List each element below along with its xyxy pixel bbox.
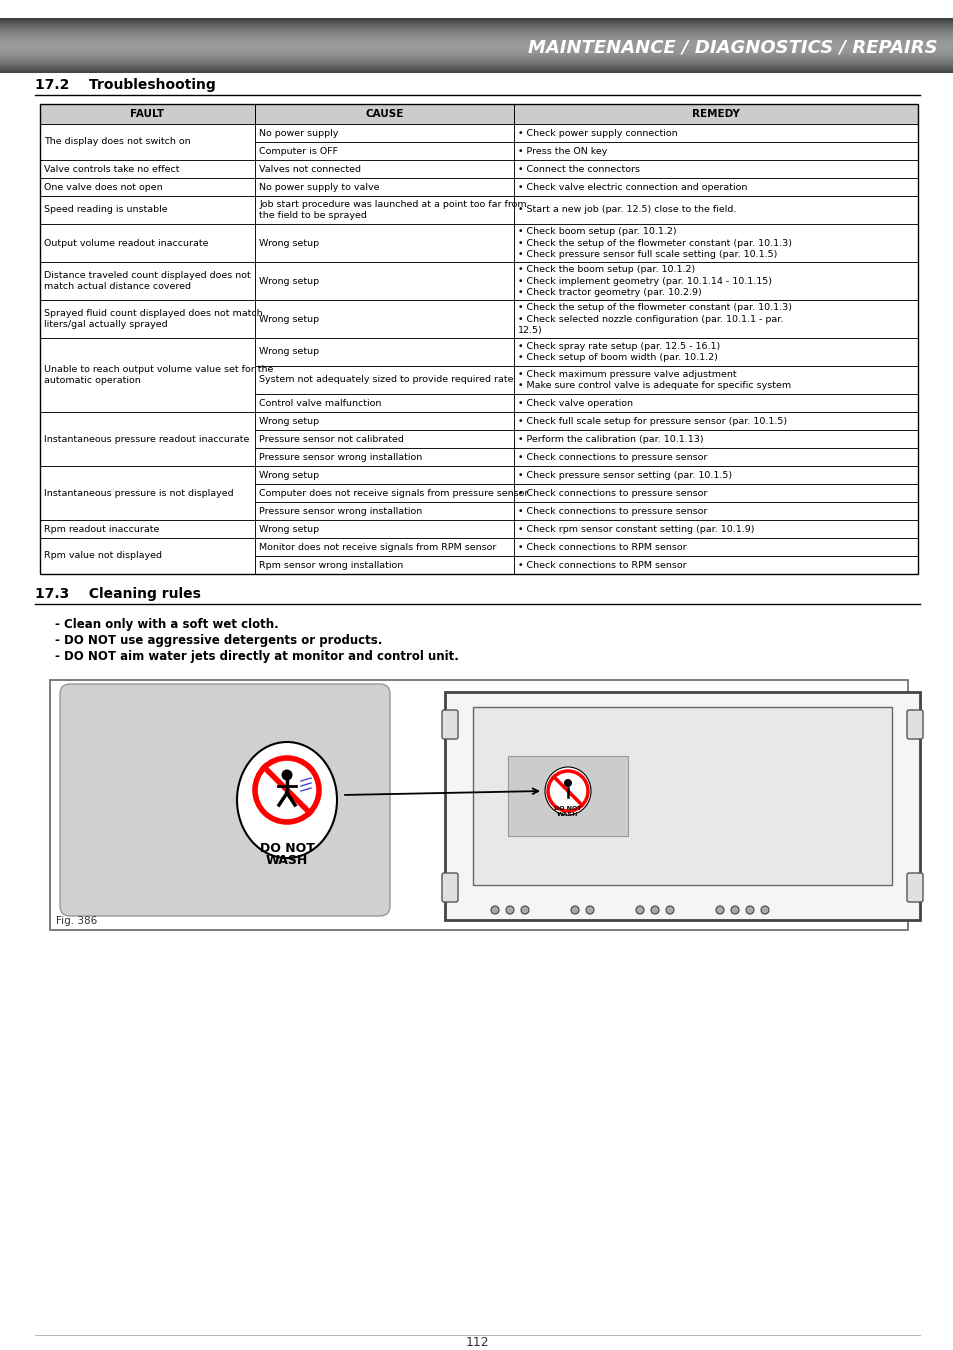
- Text: Pressure sensor wrong installation: Pressure sensor wrong installation: [259, 452, 422, 462]
- Bar: [507, 756, 627, 836]
- Bar: [40, 338, 254, 412]
- Bar: [514, 520, 917, 539]
- Circle shape: [650, 906, 659, 914]
- Bar: [40, 520, 254, 539]
- FancyBboxPatch shape: [906, 873, 923, 902]
- Bar: [514, 178, 917, 196]
- Text: Wrong setup: Wrong setup: [259, 277, 319, 285]
- Text: • Check full scale setup for pressure sensor (par. 10.1.5): • Check full scale setup for pressure se…: [517, 417, 786, 425]
- Text: Wrong setup: Wrong setup: [259, 239, 319, 247]
- Text: Job start procedure was launched at a point too far from
the field to be sprayed: Job start procedure was launched at a po…: [259, 200, 526, 220]
- Text: Valve controls take no effect: Valve controls take no effect: [44, 165, 179, 174]
- Bar: [514, 338, 917, 366]
- Text: • Check valve electric connection and operation: • Check valve electric connection and op…: [517, 182, 747, 192]
- Text: No power supply to valve: No power supply to valve: [259, 182, 379, 192]
- Bar: [254, 412, 514, 431]
- Text: • Start a new job (par. 12.5) close to the field.: • Start a new job (par. 12.5) close to t…: [517, 205, 736, 215]
- Bar: [40, 466, 254, 520]
- Bar: [514, 104, 917, 124]
- Bar: [473, 707, 891, 886]
- Text: 112: 112: [465, 1335, 488, 1349]
- Bar: [254, 539, 514, 556]
- Text: 17.3    Cleaning rules: 17.3 Cleaning rules: [35, 587, 201, 601]
- Bar: [514, 161, 917, 178]
- Text: Rpm sensor wrong installation: Rpm sensor wrong installation: [259, 560, 403, 570]
- FancyBboxPatch shape: [441, 710, 457, 738]
- Text: MAINTENANCE / DIAGNOSTICS / REPAIRS: MAINTENANCE / DIAGNOSTICS / REPAIRS: [528, 38, 937, 55]
- Bar: [514, 485, 917, 502]
- Text: Monitor does not receive signals from RPM sensor: Monitor does not receive signals from RP…: [259, 543, 496, 552]
- Text: • Check connections to pressure sensor: • Check connections to pressure sensor: [517, 452, 707, 462]
- Text: DO NOT: DO NOT: [259, 841, 314, 855]
- Text: Distance traveled count displayed does not
match actual distance covered: Distance traveled count displayed does n…: [44, 271, 251, 292]
- Text: The display does not switch on: The display does not switch on: [44, 138, 191, 147]
- Text: Wrong setup: Wrong setup: [259, 347, 319, 356]
- Text: Valves not connected: Valves not connected: [259, 165, 361, 174]
- Bar: [254, 520, 514, 539]
- Bar: [40, 196, 254, 224]
- Bar: [254, 161, 514, 178]
- Circle shape: [585, 906, 594, 914]
- Bar: [514, 431, 917, 448]
- Bar: [514, 539, 917, 556]
- Bar: [444, 693, 919, 919]
- Bar: [514, 412, 917, 431]
- Text: • Check power supply connection: • Check power supply connection: [517, 128, 677, 138]
- Text: Pressure sensor wrong installation: Pressure sensor wrong installation: [259, 506, 422, 516]
- Text: Fig. 386: Fig. 386: [56, 917, 97, 926]
- Bar: [40, 412, 254, 466]
- Text: Rpm value not displayed: Rpm value not displayed: [44, 552, 162, 560]
- Text: System not adequately sized to provide required rate: System not adequately sized to provide r…: [259, 375, 513, 385]
- Text: • Check the boom setup (par. 10.1.2)
• Check implement geometry (par. 10.1.14 - : • Check the boom setup (par. 10.1.2) • C…: [517, 266, 771, 297]
- Text: - DO NOT aim water jets directly at monitor and control unit.: - DO NOT aim water jets directly at moni…: [55, 649, 458, 663]
- Text: • Check connections to RPM sensor: • Check connections to RPM sensor: [517, 543, 686, 552]
- Bar: [514, 394, 917, 412]
- Bar: [254, 142, 514, 161]
- Bar: [514, 556, 917, 574]
- Bar: [40, 300, 254, 338]
- Text: • Check connections to pressure sensor: • Check connections to pressure sensor: [517, 489, 707, 498]
- Bar: [254, 104, 514, 124]
- Text: CAUSE: CAUSE: [365, 109, 403, 119]
- Circle shape: [281, 769, 293, 780]
- Text: • Perform the calibration (par. 10.1.13): • Perform the calibration (par. 10.1.13): [517, 435, 703, 444]
- Bar: [40, 124, 254, 161]
- Bar: [254, 338, 514, 366]
- Bar: [254, 196, 514, 224]
- Text: • Check spray rate setup (par. 12.5 - 16.1)
• Check setup of boom width (par. 10: • Check spray rate setup (par. 12.5 - 16…: [517, 342, 720, 362]
- Bar: [514, 196, 917, 224]
- Text: • Check the setup of the flowmeter constant (par. 10.1.3)
• Check selected nozzl: • Check the setup of the flowmeter const…: [517, 304, 791, 335]
- Circle shape: [665, 906, 673, 914]
- Bar: [514, 502, 917, 520]
- Circle shape: [571, 906, 578, 914]
- Text: Wrong setup: Wrong setup: [259, 417, 319, 425]
- Circle shape: [520, 906, 529, 914]
- Text: WASH: WASH: [266, 853, 308, 867]
- Bar: [40, 104, 254, 124]
- Text: • Connect the connectors: • Connect the connectors: [517, 165, 639, 174]
- Text: REMEDY: REMEDY: [691, 109, 740, 119]
- Bar: [254, 262, 514, 300]
- Text: DO NOT: DO NOT: [554, 806, 581, 811]
- Text: Control valve malfunction: Control valve malfunction: [259, 398, 381, 408]
- Circle shape: [505, 906, 514, 914]
- Bar: [514, 124, 917, 142]
- Circle shape: [760, 906, 768, 914]
- Text: • Check pressure sensor setting (par. 10.1.5): • Check pressure sensor setting (par. 10…: [517, 471, 732, 479]
- Bar: [40, 161, 254, 178]
- Bar: [40, 104, 917, 574]
- Text: WASH: WASH: [557, 813, 578, 818]
- Text: Speed reading is unstable: Speed reading is unstable: [44, 205, 168, 215]
- Ellipse shape: [236, 743, 336, 859]
- Bar: [254, 485, 514, 502]
- Bar: [514, 224, 917, 262]
- Bar: [514, 142, 917, 161]
- Bar: [40, 262, 254, 300]
- Text: • Check boom setup (par. 10.1.2)
• Check the setup of the flowmeter constant (pa: • Check boom setup (par. 10.1.2) • Check…: [517, 227, 791, 259]
- Text: Computer does not receive signals from pressure sensor: Computer does not receive signals from p…: [259, 489, 528, 498]
- Bar: [254, 300, 514, 338]
- Bar: [50, 680, 907, 930]
- Text: • Check connections to pressure sensor: • Check connections to pressure sensor: [517, 506, 707, 516]
- Bar: [514, 300, 917, 338]
- Text: One valve does not open: One valve does not open: [44, 182, 162, 192]
